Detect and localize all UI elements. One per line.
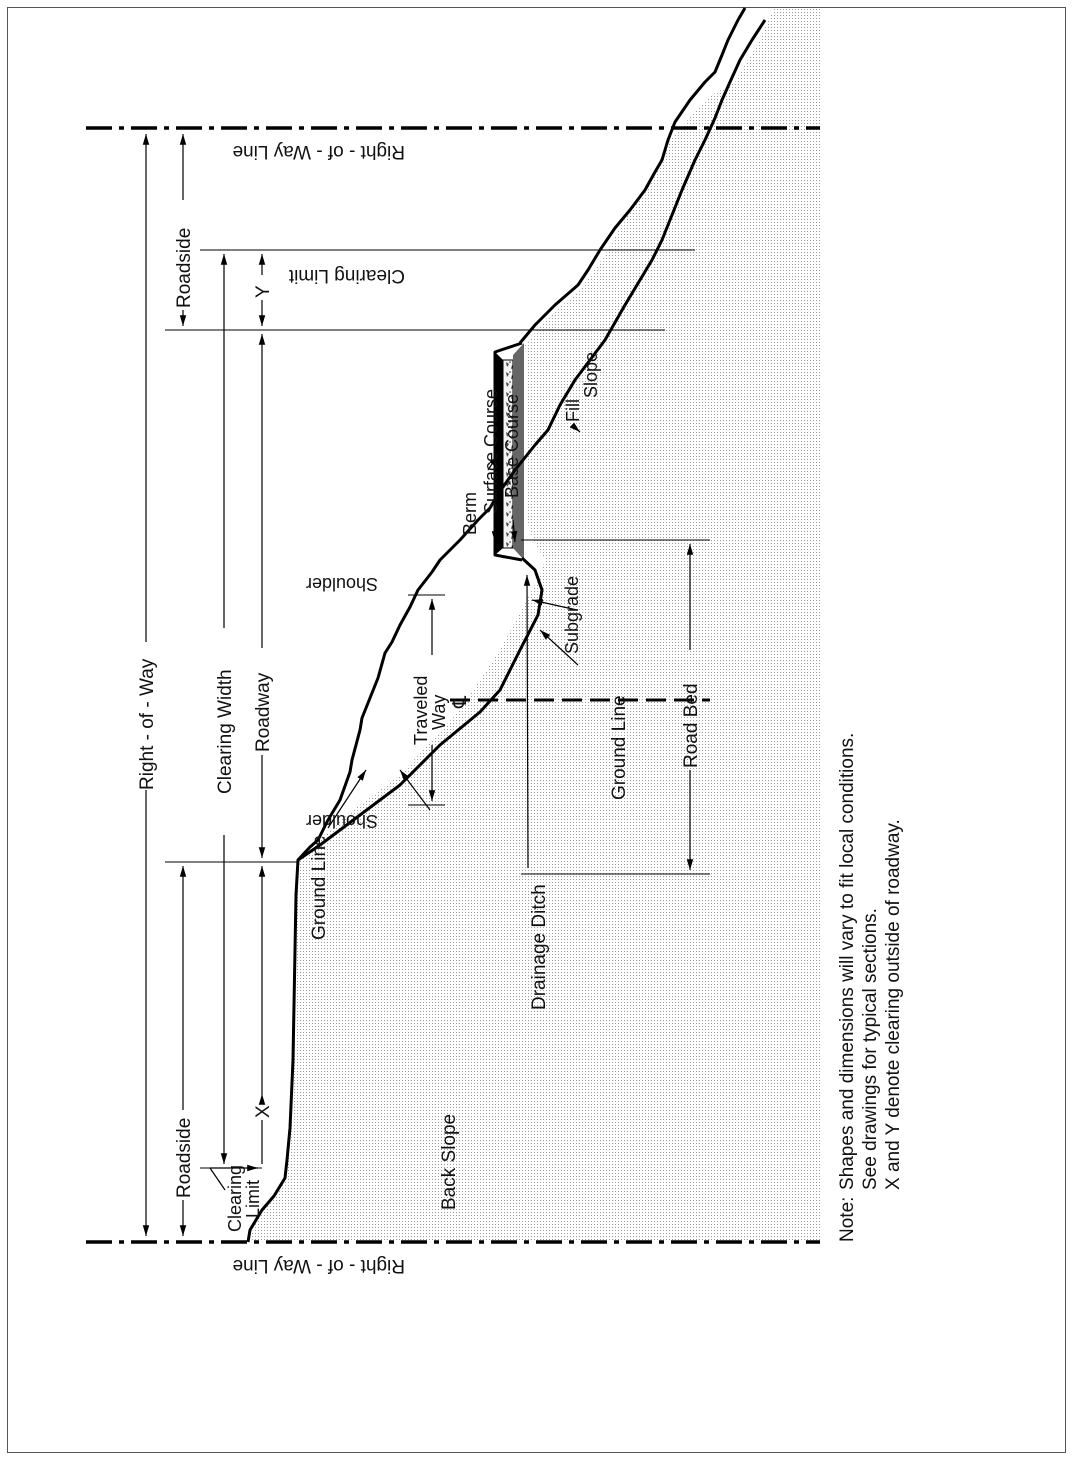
note-line-2: See drawings for typical sections. bbox=[860, 908, 881, 1190]
clearing-label: Clearing bbox=[225, 1165, 245, 1232]
slope-label: Slope bbox=[581, 352, 601, 398]
surface-course-label: Surface Course bbox=[481, 389, 501, 514]
limit-label: Limit bbox=[243, 1180, 263, 1218]
roadside-label-top: Roadside bbox=[174, 228, 195, 308]
way-label: Way bbox=[429, 695, 449, 730]
roadside-label-bottom: Roadside bbox=[174, 1118, 195, 1198]
right-of-way-label: Right - of - Way bbox=[137, 658, 158, 790]
dimension-lines bbox=[142, 134, 694, 1236]
original-ground-line bbox=[246, 19, 767, 1243]
road-bed-label: Road Bed bbox=[681, 683, 702, 768]
fill-slope-line bbox=[518, 7, 747, 344]
roadway-label: Roadway bbox=[253, 672, 274, 752]
shoulder-label-left: Shoulder bbox=[306, 811, 378, 831]
traveled-label: Traveled bbox=[411, 676, 431, 745]
surface-course bbox=[495, 352, 503, 555]
road-surface-edge bbox=[493, 341, 523, 562]
ground-line-label-left: Ground Line bbox=[309, 835, 330, 940]
drawing-frame bbox=[7, 7, 1066, 1453]
note-line-1: Shapes and dimensions will vary to fit l… bbox=[837, 733, 858, 1190]
x-label: X bbox=[253, 1105, 274, 1118]
clearing-limit-label-top: Clearing Limit bbox=[288, 265, 405, 286]
centerline-symbol: ℄ bbox=[450, 695, 471, 709]
fill-label: Fill bbox=[563, 399, 583, 422]
ground-line-label-right: Ground Line bbox=[609, 695, 630, 800]
subgrade-label: Subgrade bbox=[562, 576, 582, 654]
shoulder-label-right: Shoulder bbox=[306, 574, 378, 594]
base-course bbox=[513, 343, 524, 560]
base-course-label: Base Course bbox=[502, 394, 522, 498]
berm-label: Berm bbox=[460, 492, 480, 535]
back-slope-label: Back Slope bbox=[439, 1114, 460, 1210]
note-line-3: X and Y denote clearing outside of roadw… bbox=[883, 819, 904, 1190]
y-label: Y bbox=[253, 285, 274, 298]
note-label: Note: bbox=[837, 1197, 858, 1242]
vertical-labels: Right - of - Way Roadside Roadside Clear… bbox=[137, 228, 702, 1232]
drainage-ditch-label: Drainage Ditch bbox=[529, 884, 550, 1010]
clearing-width-label: Clearing Width bbox=[215, 669, 236, 794]
leader-lines bbox=[327, 422, 581, 869]
note-block: Note: Shapes and dimensions will vary to… bbox=[837, 733, 904, 1242]
right-of-way-line-label-top: Right - of - Way Line bbox=[233, 141, 405, 162]
right-of-way-line-label-bottom: Right - of - Way Line bbox=[233, 1255, 405, 1276]
